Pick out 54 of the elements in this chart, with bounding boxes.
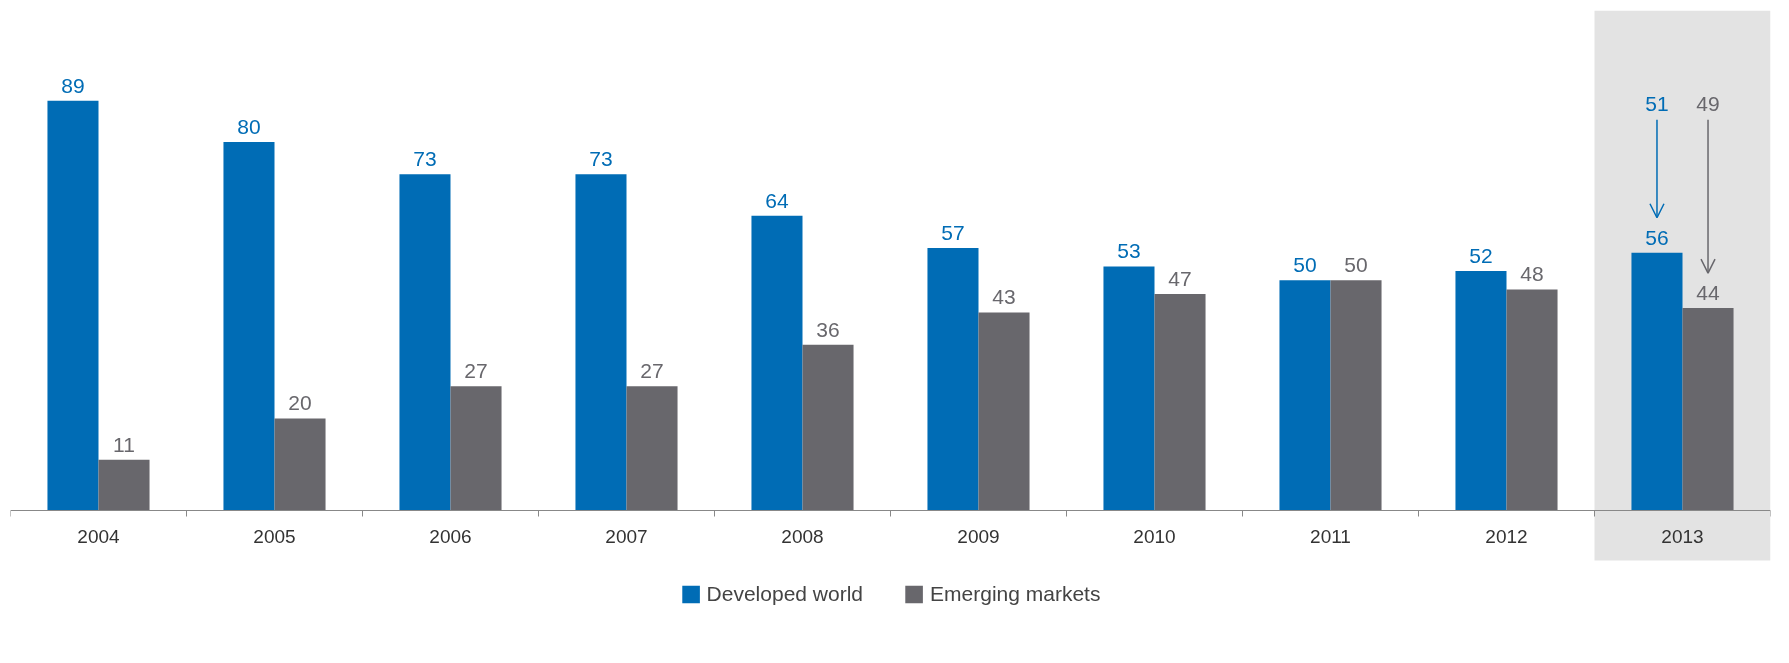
x-tick-label: 2005 — [253, 525, 296, 547]
bar — [47, 100, 99, 511]
bar — [927, 248, 979, 511]
bar — [751, 215, 803, 511]
data-label: 11 — [113, 432, 135, 456]
bar — [1330, 280, 1382, 511]
bar — [575, 174, 627, 511]
data-label: 43 — [992, 285, 1016, 309]
x-tick-label: 2009 — [957, 525, 1000, 547]
x-tick-label: 2010 — [1133, 525, 1176, 547]
x-tick-label: 2012 — [1485, 525, 1528, 547]
data-label: 53 — [1117, 239, 1141, 263]
data-label: 50 — [1344, 253, 1368, 277]
x-tick-label: 2008 — [781, 525, 824, 547]
bar — [98, 459, 150, 511]
bar — [274, 418, 326, 511]
data-label: 20 — [288, 391, 312, 415]
legend-label: Developed world — [706, 582, 864, 606]
data-label: 57 — [941, 221, 965, 245]
data-label: 89 — [61, 73, 85, 97]
data-label: 64 — [765, 188, 789, 212]
data-label: 27 — [640, 359, 664, 383]
data-label: 27 — [464, 359, 488, 383]
bar — [450, 386, 502, 511]
data-label: 73 — [413, 147, 437, 171]
x-tick-label: 2004 — [77, 525, 121, 547]
data-label: 52 — [1469, 244, 1493, 268]
data-label: 47 — [1168, 267, 1192, 291]
annotation: 51 — [1645, 91, 1669, 115]
data-label: 36 — [816, 317, 840, 341]
bar — [1455, 271, 1507, 511]
bar — [1631, 252, 1683, 511]
bar — [1506, 289, 1558, 511]
data-label: 48 — [1520, 262, 1544, 286]
data-label: 56 — [1645, 225, 1669, 249]
x-tick-label: 2013 — [1661, 525, 1704, 547]
bar — [802, 344, 854, 511]
bar — [1682, 307, 1734, 511]
bar — [1279, 280, 1331, 511]
bar — [399, 174, 451, 511]
legend-label: Emerging markets — [930, 582, 1101, 606]
annotation: 49 — [1696, 91, 1720, 115]
x-tick-label: 2011 — [1310, 525, 1351, 547]
x-tick-label: 2007 — [605, 525, 648, 547]
x-tick-label: 2006 — [429, 525, 472, 547]
bar — [223, 142, 275, 511]
bar — [1154, 294, 1206, 511]
bar — [978, 312, 1030, 511]
data-label: 44 — [1696, 280, 1721, 304]
data-label: 80 — [237, 115, 261, 139]
bar — [1103, 266, 1155, 511]
data-label: 73 — [589, 147, 613, 171]
bar — [626, 386, 678, 511]
data-label: 50 — [1293, 253, 1317, 277]
